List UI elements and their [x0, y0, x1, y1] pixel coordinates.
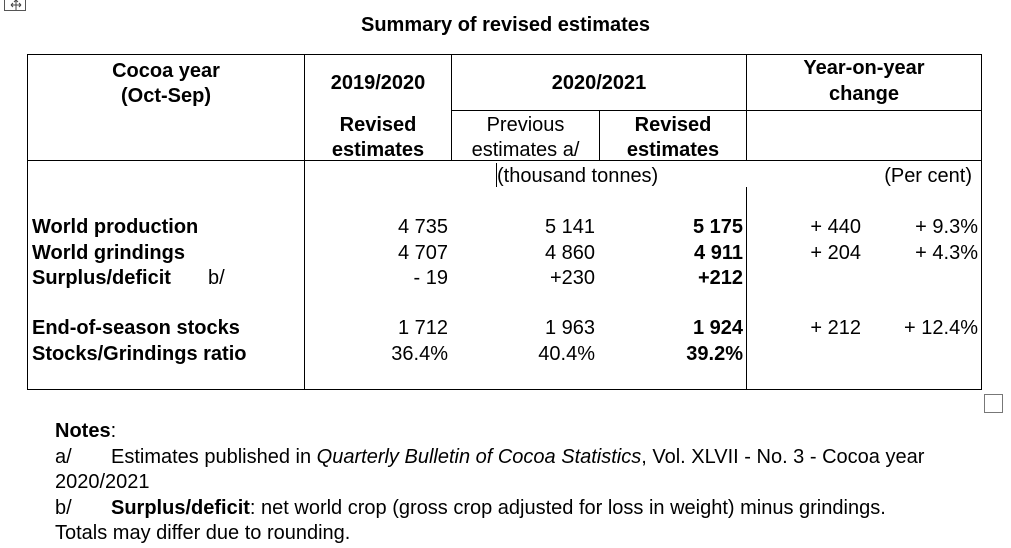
- row-label: End-of-season stocks: [32, 317, 240, 339]
- cell-previous: +230: [549, 267, 595, 289]
- header-revised-2019-estimates: estimates: [331, 139, 425, 161]
- row-label: Surplus/deficit: [32, 267, 171, 289]
- notes-heading: Notes: [55, 420, 111, 442]
- cell-percent: + 4.3%: [915, 242, 978, 264]
- header-yoy: Year-on-year: [803, 57, 925, 79]
- header-yoy-change: change: [828, 83, 900, 105]
- cell-change: + 440: [810, 216, 861, 238]
- cell-revised: 39.2%: [686, 343, 743, 365]
- row-label: World production: [32, 216, 199, 238]
- cell-2019-2020: 4 707: [397, 242, 448, 264]
- notes-heading-line: Notes:: [55, 420, 117, 442]
- table-resize-handle[interactable]: [984, 394, 1003, 413]
- cell-previous: 4 860: [544, 242, 595, 264]
- header-year-2020-2021: 2020/2021: [551, 72, 647, 94]
- header-revised-2020-estimates: estimates: [626, 139, 720, 161]
- cell-revised: 4 911: [694, 242, 743, 264]
- move-arrows-icon: [10, 0, 22, 10]
- cell-revised: +212: [697, 267, 743, 289]
- header-previous: Previous: [486, 114, 565, 136]
- page-title: Summary of revised estimates: [360, 14, 651, 36]
- table-move-handle[interactable]: [4, 0, 26, 11]
- cell-2019-2020: 1 712: [397, 317, 448, 339]
- row-label: Stocks/Grindings ratio: [32, 343, 247, 365]
- cell-change: + 204: [810, 242, 861, 264]
- cell-percent: + 12.4%: [904, 317, 978, 339]
- header-year-2019-2020: 2019/2020: [330, 72, 426, 94]
- cell-previous: 40.4%: [538, 343, 595, 365]
- note-rounding: Totals may differ due to rounding.: [55, 522, 351, 544]
- note-b: b/Surplus/deficit: net world crop (gross…: [55, 496, 975, 522]
- note-b-marker: b/: [55, 496, 72, 519]
- row-label: World grindings: [32, 242, 185, 264]
- cell-2019-2020: - 19: [413, 267, 448, 289]
- unit-per-cent: (Per cent): [884, 165, 972, 187]
- header-cocoa-year-period: (Oct-Sep): [121, 85, 211, 107]
- header-cocoa-year: Cocoa year: [112, 60, 220, 82]
- cell-2019-2020: 4 735: [397, 216, 448, 238]
- cell-2019-2020: 36.4%: [391, 343, 448, 365]
- cell-percent: + 9.3%: [915, 216, 978, 238]
- cell-revised: 1 924: [692, 317, 743, 339]
- cell-revised: 5 175: [692, 216, 743, 238]
- header-previous-estimates: estimates a/: [471, 139, 580, 161]
- header-revised-2019: Revised: [339, 114, 417, 136]
- bulletin-title: Quarterly Bulletin of Cocoa Statistics: [316, 445, 642, 468]
- note-a: a/Estimates published in Quarterly Bulle…: [55, 445, 925, 494]
- notes-section: Notes: a/Estimates published in Quarterl…: [55, 419, 975, 547]
- row-label-note: b/: [208, 267, 225, 289]
- header-revised-2020: Revised: [634, 114, 712, 136]
- cell-previous: 1 963: [544, 317, 595, 339]
- unit-thousand-tonnes: (thousand tonnes): [497, 165, 659, 187]
- cell-change: + 212: [810, 317, 861, 339]
- note-a-marker: a/: [55, 445, 72, 468]
- cell-previous: 5 141: [544, 216, 595, 238]
